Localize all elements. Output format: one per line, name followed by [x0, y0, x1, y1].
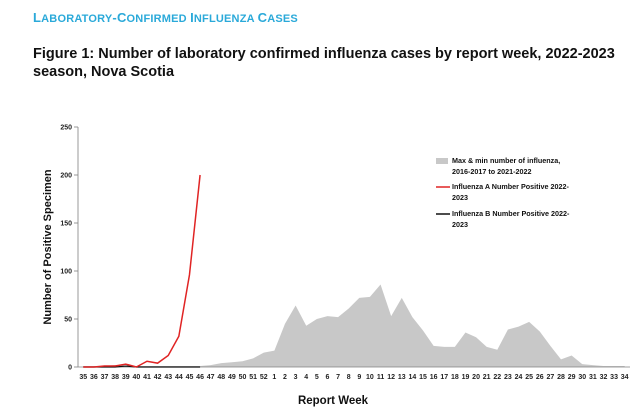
x-tick-label: 20 — [472, 374, 480, 381]
y-tick-label: 200 — [60, 173, 72, 180]
x-tick-label: 45 — [186, 374, 194, 381]
x-tick-label: 10 — [366, 374, 374, 381]
x-tick-label: 22 — [493, 374, 501, 381]
section-heading: LABORATORY-CONFIRMED INFLUENZA CASES — [33, 10, 298, 25]
legend-label: Influenza B Number Positive 2022- — [452, 209, 570, 218]
x-tick-label: 23 — [504, 374, 512, 381]
x-tick-label: 34 — [621, 374, 629, 381]
x-tick-label: 17 — [440, 374, 448, 381]
x-tick-label: 35 — [79, 374, 87, 381]
heading-part-3: NFLUENZA — [193, 13, 258, 25]
x-tick-label: 12 — [387, 374, 395, 381]
x-tick-label: 38 — [111, 374, 119, 381]
x-tick-label: 26 — [536, 374, 544, 381]
heading-cap-4: C — [257, 10, 268, 25]
y-tick-label: 50 — [64, 317, 72, 324]
x-tick-label: 8 — [347, 374, 351, 381]
x-tick-label: 48 — [217, 374, 225, 381]
x-tick-label: 52 — [260, 374, 268, 381]
x-tick-label: 14 — [408, 374, 416, 381]
x-tick-label: 51 — [249, 374, 257, 381]
legend-label: 2023 — [452, 220, 468, 229]
x-tick-label: 3 — [294, 374, 298, 381]
historical-range-area — [83, 284, 625, 367]
x-tick-label: 11 — [377, 374, 385, 381]
x-tick-label: 4 — [304, 374, 308, 381]
x-tick-label: 47 — [207, 374, 215, 381]
x-tick-label: 50 — [239, 374, 247, 381]
y-tick-label: 250 — [60, 125, 72, 132]
x-tick-label: 31 — [589, 374, 597, 381]
x-tick-label: 39 — [122, 374, 130, 381]
x-tick-label: 24 — [515, 374, 523, 381]
x-tick-label: 27 — [546, 374, 554, 381]
heading-part-1: ABORATORY — [41, 13, 113, 25]
legend-label: 2016-2017 to 2021-2022 — [452, 167, 532, 176]
x-axis-title: Report Week — [298, 395, 369, 407]
x-tick-label: 25 — [525, 374, 533, 381]
x-tick-label: 44 — [175, 374, 183, 381]
x-tick-label: 37 — [101, 374, 109, 381]
y-axis-title: Number of Positive Specimen — [42, 169, 54, 325]
x-tick-label: 18 — [451, 374, 459, 381]
influenza-a-line — [83, 174, 201, 368]
x-tick-label: 13 — [398, 374, 406, 381]
x-tick-label: 42 — [154, 374, 162, 381]
x-tick-label: 46 — [196, 374, 204, 381]
y-tick-label: 0 — [68, 365, 72, 372]
heading-part-4: ASES — [267, 13, 298, 25]
heading-cap-3: I — [190, 10, 194, 25]
x-tick-label: 49 — [228, 374, 236, 381]
x-tick-label: 19 — [462, 374, 470, 381]
x-tick-label: 2 — [283, 374, 287, 381]
influenza-b-line — [83, 365, 201, 368]
x-tick-label: 9 — [357, 374, 361, 381]
x-tick-label: 41 — [143, 374, 151, 381]
x-tick-label: 21 — [483, 374, 491, 381]
x-tick-label: 32 — [600, 374, 608, 381]
x-tick-label: 1 — [272, 374, 276, 381]
heading-cap-1: L — [33, 10, 42, 25]
x-tick-label: 43 — [164, 374, 172, 381]
legend-label: 2023 — [452, 193, 468, 202]
y-tick-label: 100 — [60, 269, 72, 276]
heading-dash: - — [112, 10, 117, 25]
legend-swatch-historical — [436, 158, 448, 164]
x-tick-label: 15 — [419, 374, 427, 381]
y-tick-label: 150 — [60, 221, 72, 228]
x-tick-label: 29 — [568, 374, 576, 381]
x-tick-label: 16 — [430, 374, 438, 381]
x-tick-label: 7 — [336, 374, 340, 381]
x-tick-label: 6 — [326, 374, 330, 381]
heading-cap-2: C — [116, 10, 127, 25]
x-tick-label: 40 — [132, 374, 140, 381]
legend-label: Influenza A Number Positive 2022- — [452, 182, 570, 191]
x-tick-label: 33 — [610, 374, 618, 381]
legend-label: Max & min number of influenza, — [452, 156, 560, 165]
x-tick-label: 30 — [578, 374, 586, 381]
x-tick-label: 5 — [315, 374, 319, 381]
x-tick-label: 36 — [90, 374, 98, 381]
x-tick-label: 28 — [557, 374, 565, 381]
heading-part-2: ONFIRMED — [126, 13, 191, 25]
figure-caption: Figure 1: Number of laboratory confirmed… — [33, 46, 615, 80]
